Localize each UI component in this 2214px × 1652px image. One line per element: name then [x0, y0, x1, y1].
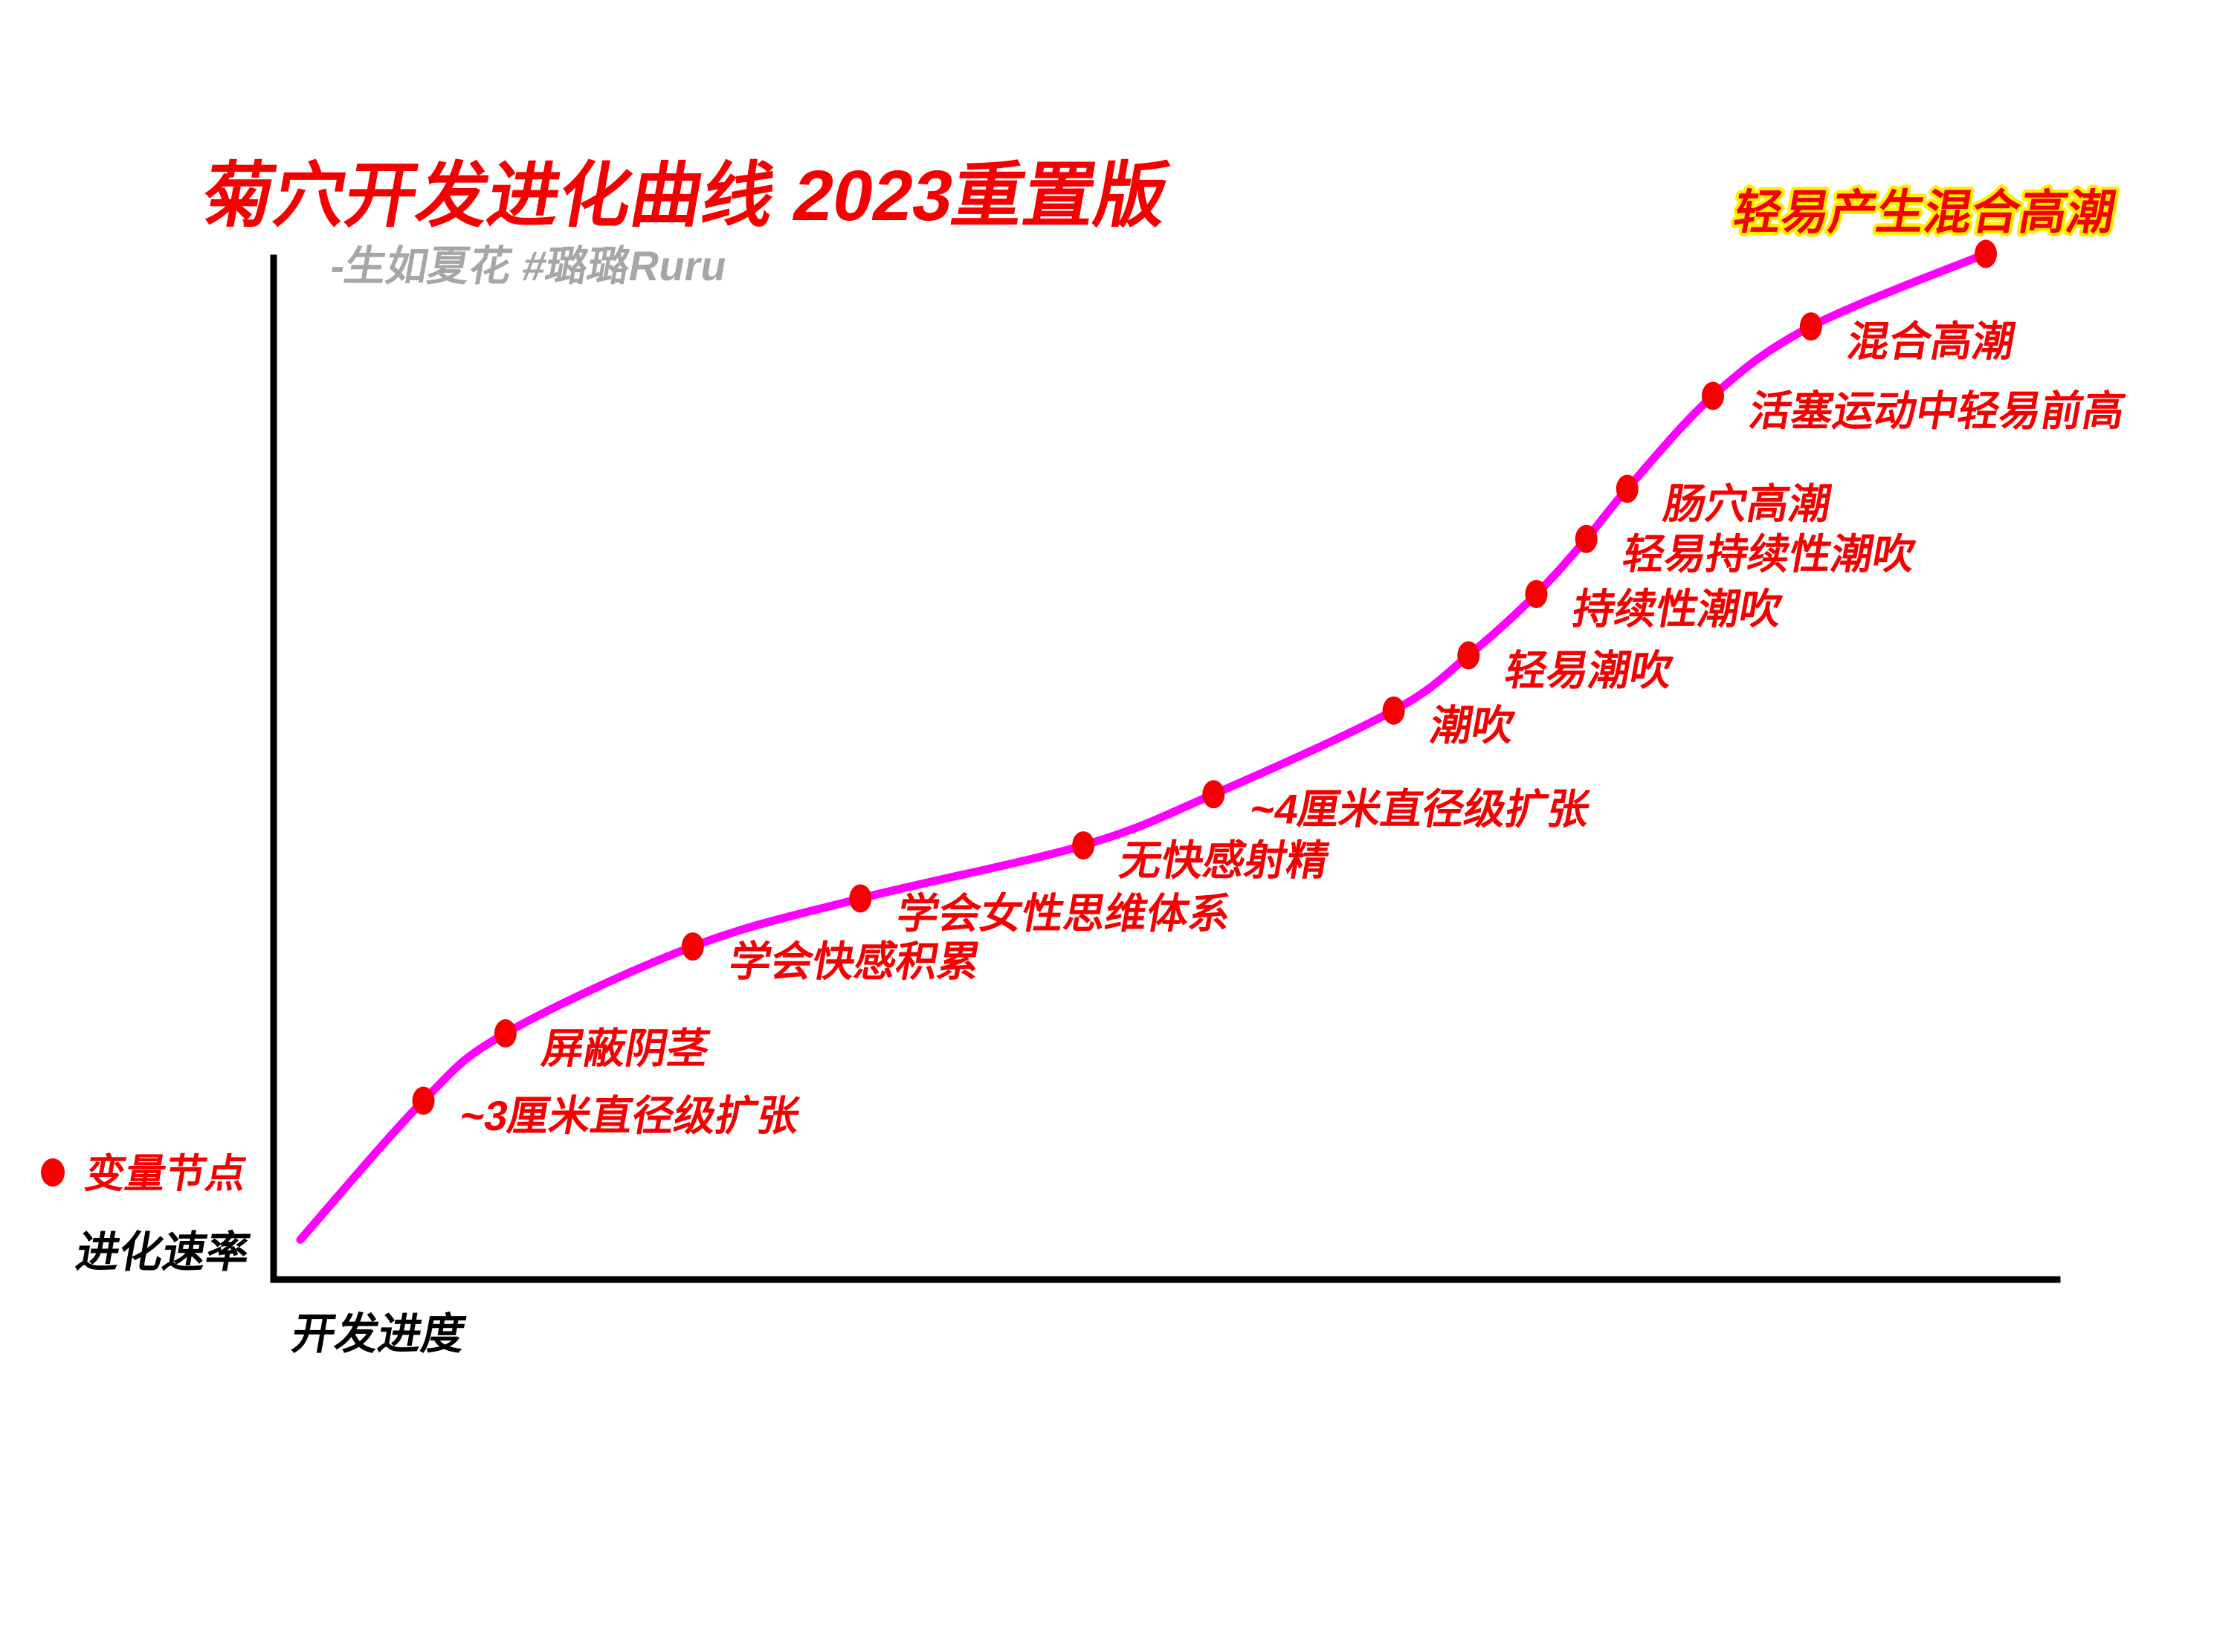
node-label: 混合高潮	[1844, 318, 2018, 365]
curve-node	[849, 884, 872, 913]
curve-node	[681, 932, 704, 961]
curve-node	[1702, 381, 1724, 410]
curve-nodes	[412, 239, 1997, 1115]
node-label: 学会快感积累	[726, 938, 984, 985]
chart-title: 菊穴开发进化曲线 2023重置版	[196, 155, 1174, 236]
curve-node	[1072, 831, 1095, 860]
node-label: 轻易潮吹	[1502, 647, 1677, 694]
legend-dot-icon	[41, 1158, 65, 1187]
node-label: 屏蔽阴茎	[538, 1025, 713, 1072]
curve-node	[494, 1019, 517, 1048]
node-label: 活塞运动中轻易前高	[1746, 387, 2129, 434]
curve-node	[1382, 696, 1405, 725]
y-axis-label: 进化速率	[73, 1228, 254, 1277]
evolution-curve	[296, 250, 1990, 1244]
node-label: 轻易持续性潮吹	[1619, 531, 1920, 578]
curve-node	[1202, 780, 1225, 809]
node-label: ~3厘米直径级扩张	[456, 1092, 804, 1139]
curve-node	[412, 1086, 435, 1115]
node-label: 无快感射精	[1117, 837, 1333, 884]
legend-label: 变量节点	[82, 1151, 251, 1196]
node-label: 潮吹	[1427, 702, 1519, 749]
chart-subtitle: -生如夏花 #璐璐Ruru	[327, 242, 731, 289]
node-label: 学会女性思维体系	[894, 890, 1235, 937]
curve-node	[1799, 312, 1822, 341]
node-label-highlight: 轻易产生混合高潮	[1730, 186, 2120, 239]
node-label: ~4厘米直径级扩张	[1247, 786, 1594, 833]
curve-node	[1457, 641, 1480, 670]
curve-node	[1575, 524, 1598, 553]
node-label: 肠穴高潮	[1660, 480, 1835, 527]
curve-node	[1616, 474, 1639, 503]
curve-node	[1975, 239, 1997, 268]
x-axis-label: 开发进度	[288, 1310, 470, 1358]
node-label: 持续性潮吹	[1569, 586, 1787, 633]
curve-node	[1525, 580, 1548, 608]
